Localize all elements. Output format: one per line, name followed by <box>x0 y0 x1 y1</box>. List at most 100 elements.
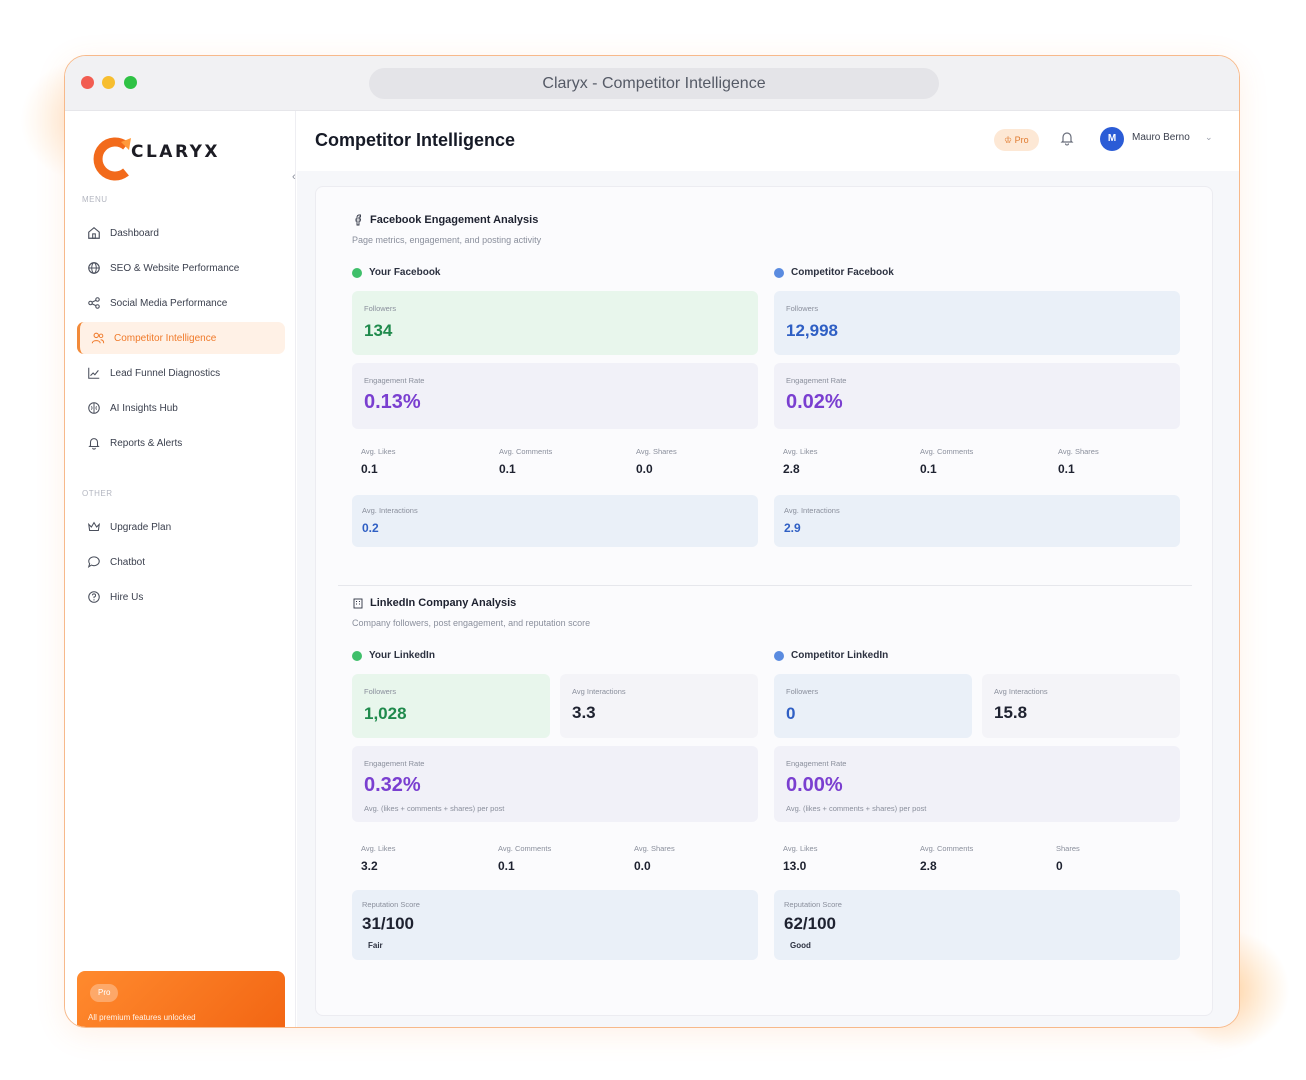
sidebar-item-label: Hire Us <box>110 591 144 603</box>
your-facebook-heading: Your Facebook <box>352 267 441 278</box>
reputation-grade: Good <box>790 941 811 950</box>
avatar[interactable]: M <box>1100 127 1124 151</box>
notification-bell-icon[interactable] <box>1059 130 1075 146</box>
metric-label: Avg. Comments <box>499 447 553 456</box>
sidebar-item-chatbot[interactable]: Chatbot <box>77 546 285 578</box>
minimize-window-button[interactable] <box>102 76 115 89</box>
menu-section-label: MENU <box>82 195 108 204</box>
competitor-linkedin-shares: Shares 0 <box>1056 844 1080 873</box>
your-linkedin-avg-likes: Avg. Likes 3.2 <box>361 844 395 873</box>
metric-value: 0 <box>786 704 796 723</box>
competitor-linkedin-interactions-card: Avg Interactions 15.8 <box>982 674 1180 738</box>
chart-line-icon <box>88 367 100 379</box>
pro-plan-card[interactable]: Pro All premium features unlocked <box>77 971 285 1027</box>
pro-badge[interactable]: ♔ Pro <box>994 129 1039 151</box>
facebook-section-subtitle: Page metrics, engagement, and posting ac… <box>352 235 542 245</box>
metric-value: 0.0 <box>636 462 653 476</box>
share-icon <box>88 297 100 309</box>
your-linkedin-interactions-card: Avg Interactions 3.3 <box>560 674 758 738</box>
metric-label: Engagement Rate <box>364 759 425 768</box>
metric-label: Avg. Interactions <box>362 506 418 515</box>
metric-label: Followers <box>364 687 397 696</box>
sidebar-item-social-media[interactable]: Social Media Performance <box>77 287 285 319</box>
your-facebook-followers-card: Followers 134 <box>352 291 758 355</box>
reputation-grade: Fair <box>368 941 383 950</box>
metric-label: Avg. Likes <box>361 447 396 456</box>
building-icon <box>353 598 363 609</box>
competitor-facebook-followers-card: Followers 12,998 <box>774 291 1180 355</box>
metric-value: 0 <box>1056 859 1063 873</box>
sidebar-item-label: Social Media Performance <box>110 297 228 309</box>
sidebar-item-label: Competitor Intelligence <box>114 332 217 344</box>
sidebar-item-label: Upgrade Plan <box>110 521 172 533</box>
sidebar: CLARYX MENU Dashboard SEO & Website Perf… <box>65 111 296 1027</box>
metric-label: Avg. Likes <box>783 447 818 456</box>
competitor-linkedin-avg-comments: Avg. Comments 2.8 <box>920 844 973 873</box>
title-bar: Claryx - Competitor Intelligence <box>65 56 1239 111</box>
page-title: Competitor Intelligence <box>315 130 516 150</box>
metric-label: Engagement Rate <box>786 759 847 768</box>
metric-value: 0.02% <box>786 391 843 413</box>
section-divider <box>338 585 1192 586</box>
metric-value: 0.13% <box>364 391 421 413</box>
competitor-facebook-avg-likes: Avg. Likes 2.8 <box>783 447 817 476</box>
main-area: Competitor Intelligence ♔ Pro M Mauro Be… <box>297 111 1239 1027</box>
metric-label: Avg. Comments <box>920 844 974 853</box>
brand-name: CLARYX <box>131 142 221 162</box>
metric-value: 0.32% <box>364 774 421 796</box>
metric-value: 0.1 <box>1058 462 1075 476</box>
metric-label: Engagement Rate <box>786 376 847 385</box>
sidebar-item-label: Dashboard <box>110 227 159 239</box>
your-facebook-avg-comments: Avg. Comments 0.1 <box>499 447 552 476</box>
close-window-button[interactable] <box>81 76 94 89</box>
collapse-sidebar-icon[interactable]: ‹ <box>292 171 296 183</box>
sidebar-item-ai-insights[interactable]: AI Insights Hub <box>77 392 285 424</box>
competitor-facebook-interactions-card: Avg. Interactions 2.9 <box>774 495 1180 547</box>
sidebar-item-reports[interactable]: Reports & Alerts <box>77 427 285 459</box>
user-name[interactable]: Mauro Berno <box>1132 132 1190 143</box>
metric-value: 0.1 <box>499 462 516 476</box>
maximize-window-button[interactable] <box>124 76 137 89</box>
column-heading-text: Your Facebook <box>369 267 441 278</box>
metric-value: 0.2 <box>362 521 379 535</box>
crown-icon <box>88 521 100 532</box>
your-linkedin-avg-comments: Avg. Comments 0.1 <box>498 844 551 873</box>
competitor-linkedin-followers-card: Followers 0 <box>774 674 972 738</box>
metric-value: 15.8 <box>994 703 1028 722</box>
sidebar-item-hire-us[interactable]: Hire Us <box>77 581 285 613</box>
sidebar-item-dashboard[interactable]: Dashboard <box>77 217 285 249</box>
competitor-facebook-avg-shares: Avg. Shares 0.1 <box>1058 447 1099 476</box>
facebook-icon <box>355 214 362 226</box>
metric-value: 3.2 <box>361 859 378 873</box>
globe-icon <box>352 650 362 661</box>
sidebar-item-label: Lead Funnel Diagnostics <box>110 367 221 379</box>
linkedin-section-subtitle: Company followers, post engagement, and … <box>352 618 591 628</box>
other-section-label: OTHER <box>82 489 113 498</box>
linkedin-section-title: LinkedIn Company Analysis <box>352 597 516 609</box>
competitor-facebook-heading: Competitor Facebook <box>774 267 894 278</box>
metric-label: Avg. Comments <box>920 447 974 456</box>
sidebar-item-lead-funnel[interactable]: Lead Funnel Diagnostics <box>77 357 285 389</box>
metric-value: 3.3 <box>572 703 596 722</box>
sidebar-item-competitor-intelligence[interactable]: Competitor Intelligence <box>77 322 285 354</box>
column-heading-text: Competitor Facebook <box>791 267 894 278</box>
metric-label: Followers <box>786 687 819 696</box>
metric-label: Followers <box>364 304 397 313</box>
sidebar-item-label: SEO & Website Performance <box>110 262 240 274</box>
sidebar-item-label: Chatbot <box>110 556 146 568</box>
sidebar-item-label: AI Insights Hub <box>110 402 178 414</box>
metric-label: Engagement Rate <box>364 376 425 385</box>
pro-plan-badge: Pro <box>90 984 119 1002</box>
chevron-down-icon[interactable]: ⌄ <box>1205 132 1213 142</box>
metric-value: 2.8 <box>920 859 937 873</box>
competitor-linkedin-reputation-card: Reputation Score 62/100 Good <box>774 890 1180 960</box>
your-facebook-avg-shares: Avg. Shares 0.0 <box>636 447 677 476</box>
competitor-linkedin-heading: Competitor LinkedIn <box>774 650 888 661</box>
pro-plan-text: All premium features unlocked <box>88 1013 196 1022</box>
metric-label: Avg Interactions <box>994 687 1048 696</box>
metric-value: 62/100 <box>784 914 836 933</box>
sidebar-item-seo[interactable]: SEO & Website Performance <box>77 252 285 284</box>
your-linkedin-engagement-card: Engagement Rate 0.32% Avg. (likes + comm… <box>352 746 758 822</box>
metric-value: 134 <box>364 321 393 340</box>
sidebar-item-upgrade-plan[interactable]: Upgrade Plan <box>77 511 285 543</box>
